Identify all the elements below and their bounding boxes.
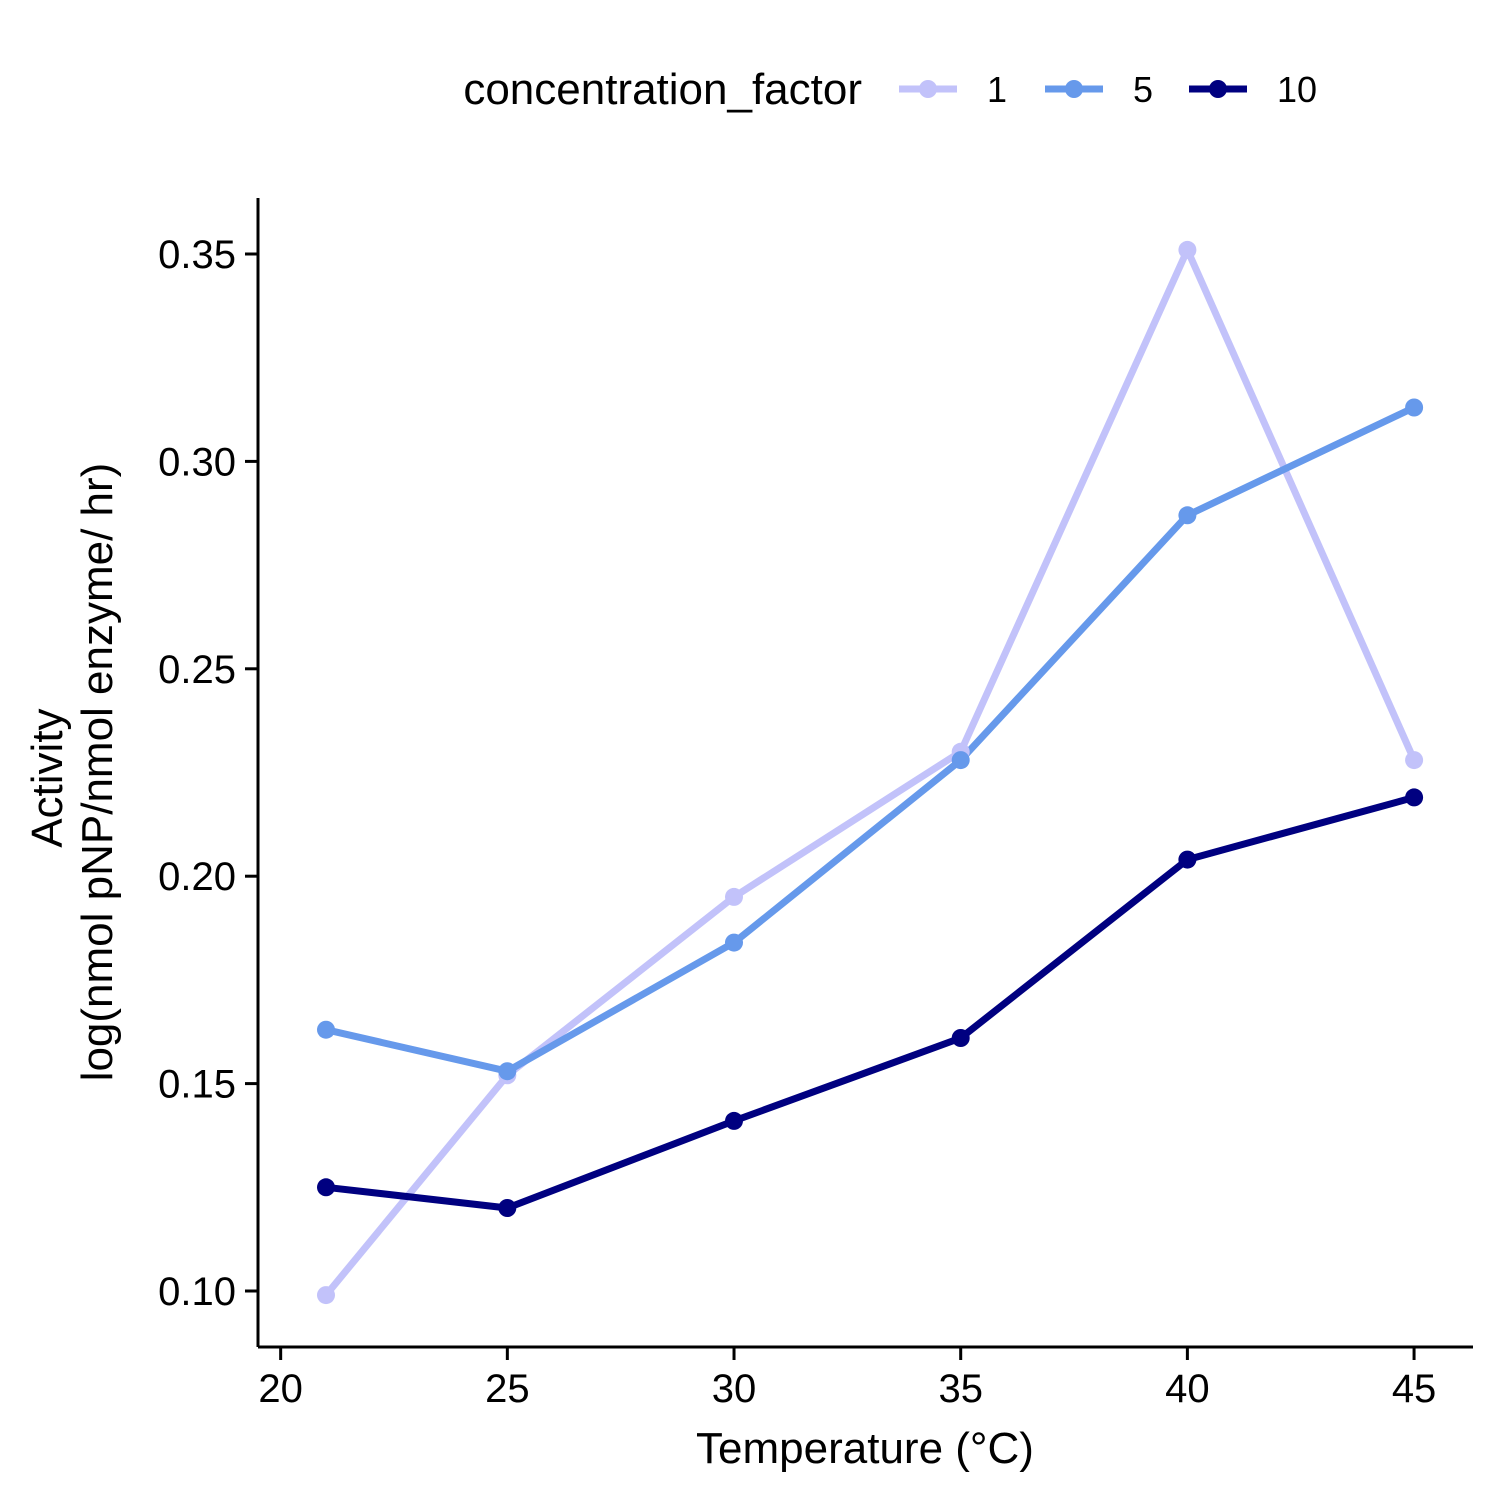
data-point-10 — [1178, 850, 1197, 869]
legend-label: 1 — [987, 69, 1007, 110]
legend-label: 5 — [1133, 69, 1153, 110]
y-tick-label: 0.15 — [158, 1063, 236, 1107]
y-tick-label: 0.35 — [158, 233, 236, 277]
y-axis-title-line-1: Activity — [23, 708, 72, 847]
legend-key-point — [1065, 80, 1083, 98]
data-point-5 — [725, 933, 743, 952]
y-axis-title: Activity log(nmol pNP/nmol enzyme/ hr) — [23, 463, 122, 1082]
data-point-10 — [725, 1111, 743, 1130]
legend-label: 10 — [1277, 69, 1317, 110]
x-axis-title: Temperature (°C) — [696, 1424, 1034, 1473]
y-tick-label: 0.20 — [158, 855, 236, 899]
x-tick-label: 45 — [1392, 1367, 1437, 1411]
data-point-1 — [317, 1286, 335, 1305]
y-tick-label: 0.10 — [158, 1270, 236, 1314]
legend-item-1: 1 — [899, 69, 1007, 110]
x-tick-label: 30 — [712, 1367, 757, 1411]
data-point-5 — [1405, 398, 1424, 417]
y-tick-label: 0.25 — [158, 648, 236, 692]
x-tick-label: 35 — [938, 1367, 983, 1411]
data-point-5 — [317, 1020, 335, 1039]
data-point-5 — [498, 1062, 517, 1081]
x-tick-label: 25 — [485, 1367, 530, 1411]
data-point-5 — [951, 751, 970, 770]
data-point-10 — [951, 1029, 970, 1047]
data-point-5 — [1178, 506, 1197, 525]
y-tick-label: 0.30 — [158, 440, 236, 484]
legend-item-10: 10 — [1189, 69, 1317, 110]
data-point-1 — [1178, 240, 1197, 259]
legend-key-point — [1209, 80, 1227, 98]
axes: 20 25 30 35 40 45 0.10 0.15 0.20 0.25 0.30 0.35 — [158, 198, 1473, 1411]
y-axis-title-line-2: log(nmol pNP/nmol enzyme/ hr) — [73, 463, 122, 1082]
legend-key-point — [919, 80, 937, 98]
series-line-10 — [325, 794, 1416, 1212]
series-line-1 — [323, 246, 1418, 1298]
x-tick-label: 20 — [258, 1367, 303, 1411]
legend-title: concentration_factor — [463, 65, 862, 114]
legend-item-5: 5 — [1045, 69, 1153, 110]
series-line-5 — [325, 404, 1416, 1075]
data-point-10 — [317, 1178, 335, 1197]
plot-points — [317, 240, 1424, 1305]
data-point-1 — [725, 887, 743, 906]
x-tick-label: 40 — [1165, 1367, 1210, 1411]
data-point-1 — [1405, 751, 1424, 770]
data-point-10 — [1405, 788, 1424, 807]
data-point-10 — [498, 1199, 517, 1217]
plot-lines — [323, 246, 1418, 1298]
legend: concentration_factor 1 5 10 — [463, 65, 1317, 114]
